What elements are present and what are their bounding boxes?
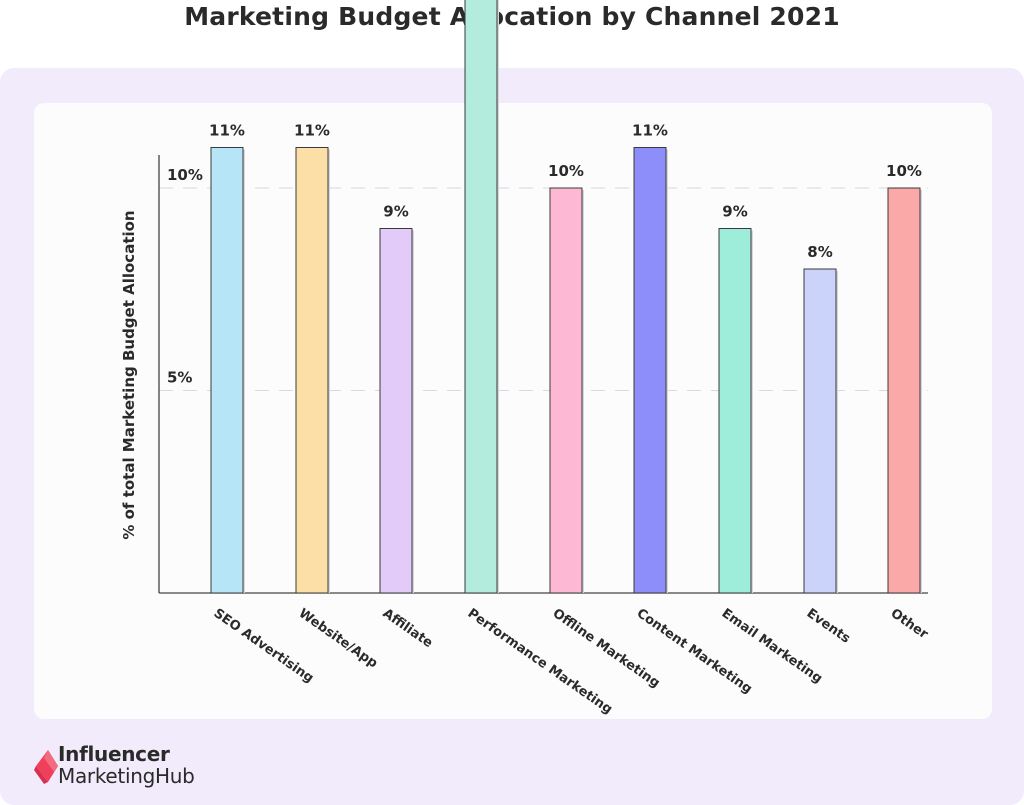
chart-title: Marketing Budget Allocation by Channel 2… — [184, 2, 840, 31]
data-label: 9% — [383, 203, 408, 221]
data-label: 9% — [722, 203, 747, 221]
data-label: 11% — [632, 122, 668, 140]
data-label: 11% — [209, 122, 245, 140]
bar — [295, 147, 329, 594]
y-tick-label: 10% — [167, 166, 203, 184]
logo-text-marketinghub: MarketingHub — [58, 764, 195, 788]
bar — [803, 268, 837, 594]
bar — [887, 187, 921, 594]
data-label: 11% — [294, 122, 330, 140]
bar — [379, 228, 413, 594]
bar — [210, 147, 244, 594]
y-axis-title: % of total Marketing Budget Allocation — [120, 210, 138, 539]
bar — [549, 187, 583, 594]
axes — [158, 155, 928, 594]
bar — [464, 0, 498, 594]
logo-text-influencer: Influencer — [58, 742, 170, 766]
y-tick-label: 5% — [167, 369, 192, 387]
category-label: Affiliate — [380, 606, 436, 651]
brand-logo — [34, 744, 234, 790]
data-label: 10% — [886, 162, 922, 180]
category-label: Website/App — [296, 606, 381, 671]
data-label: 8% — [807, 243, 832, 261]
data-label: 10% — [548, 162, 584, 180]
y-tick-labels: 5%10%15%20% — [167, 166, 203, 387]
bars — [210, 0, 922, 594]
category-label: Performance Marketing — [465, 606, 615, 717]
bar — [633, 147, 667, 594]
logo-mark-icon — [34, 750, 58, 784]
category-label: Other — [888, 606, 931, 643]
gridlines — [159, 187, 928, 391]
bar — [718, 228, 752, 594]
data-labels: 11%11%9%21%10%11%9%8%10% — [209, 122, 922, 262]
category-label: Events — [804, 606, 853, 647]
